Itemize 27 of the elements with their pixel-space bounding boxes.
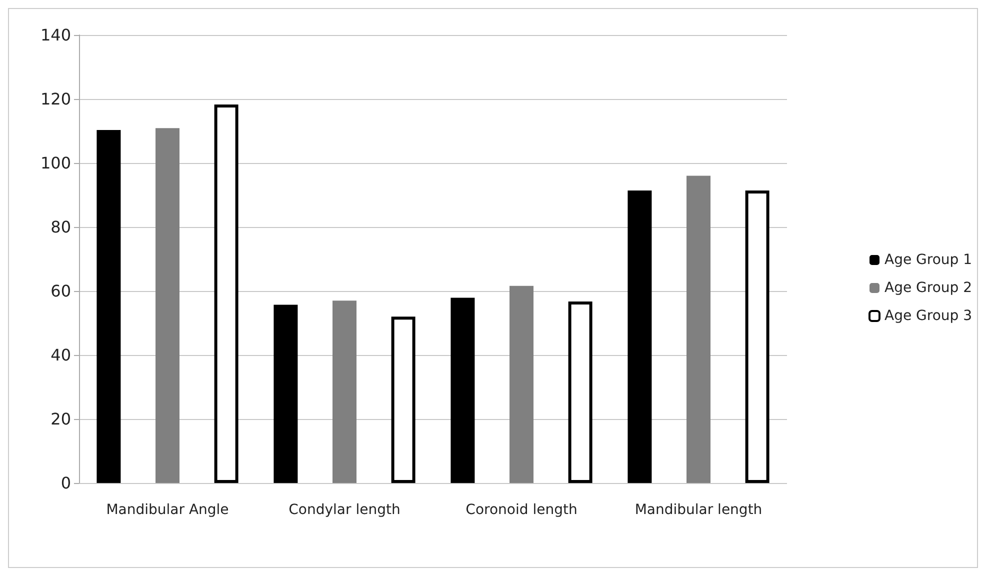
legend-label: Age Group 2 xyxy=(884,280,972,296)
y-tick-label: 140 xyxy=(40,26,71,44)
bar xyxy=(156,128,180,483)
y-tick-label: 100 xyxy=(40,154,71,172)
bar xyxy=(568,302,592,483)
bar xyxy=(214,104,238,483)
x-tick-label: Mandibular Angle xyxy=(106,502,229,518)
bar xyxy=(332,300,356,483)
bar xyxy=(628,190,652,483)
bar xyxy=(450,298,475,483)
legend-label: Age Group 3 xyxy=(884,308,972,324)
bar xyxy=(96,130,121,483)
y-tick-label: 80 xyxy=(50,218,71,236)
y-tick-label: 40 xyxy=(50,346,71,364)
y-tick-label: 120 xyxy=(40,90,71,108)
x-tick-label: Mandibular length xyxy=(634,502,762,518)
x-tick-label: Coronoid length xyxy=(466,502,578,518)
x-tick-label: Condylar length xyxy=(288,502,400,518)
bar xyxy=(274,304,298,483)
y-tick-label: 20 xyxy=(50,410,71,428)
bar xyxy=(686,176,710,483)
bar xyxy=(745,190,770,483)
bar xyxy=(510,286,534,483)
bar xyxy=(391,316,416,483)
legend-label: Age Group 1 xyxy=(884,252,972,268)
y-tick-label: 60 xyxy=(50,282,71,300)
y-tick-label: 0 xyxy=(60,474,71,492)
